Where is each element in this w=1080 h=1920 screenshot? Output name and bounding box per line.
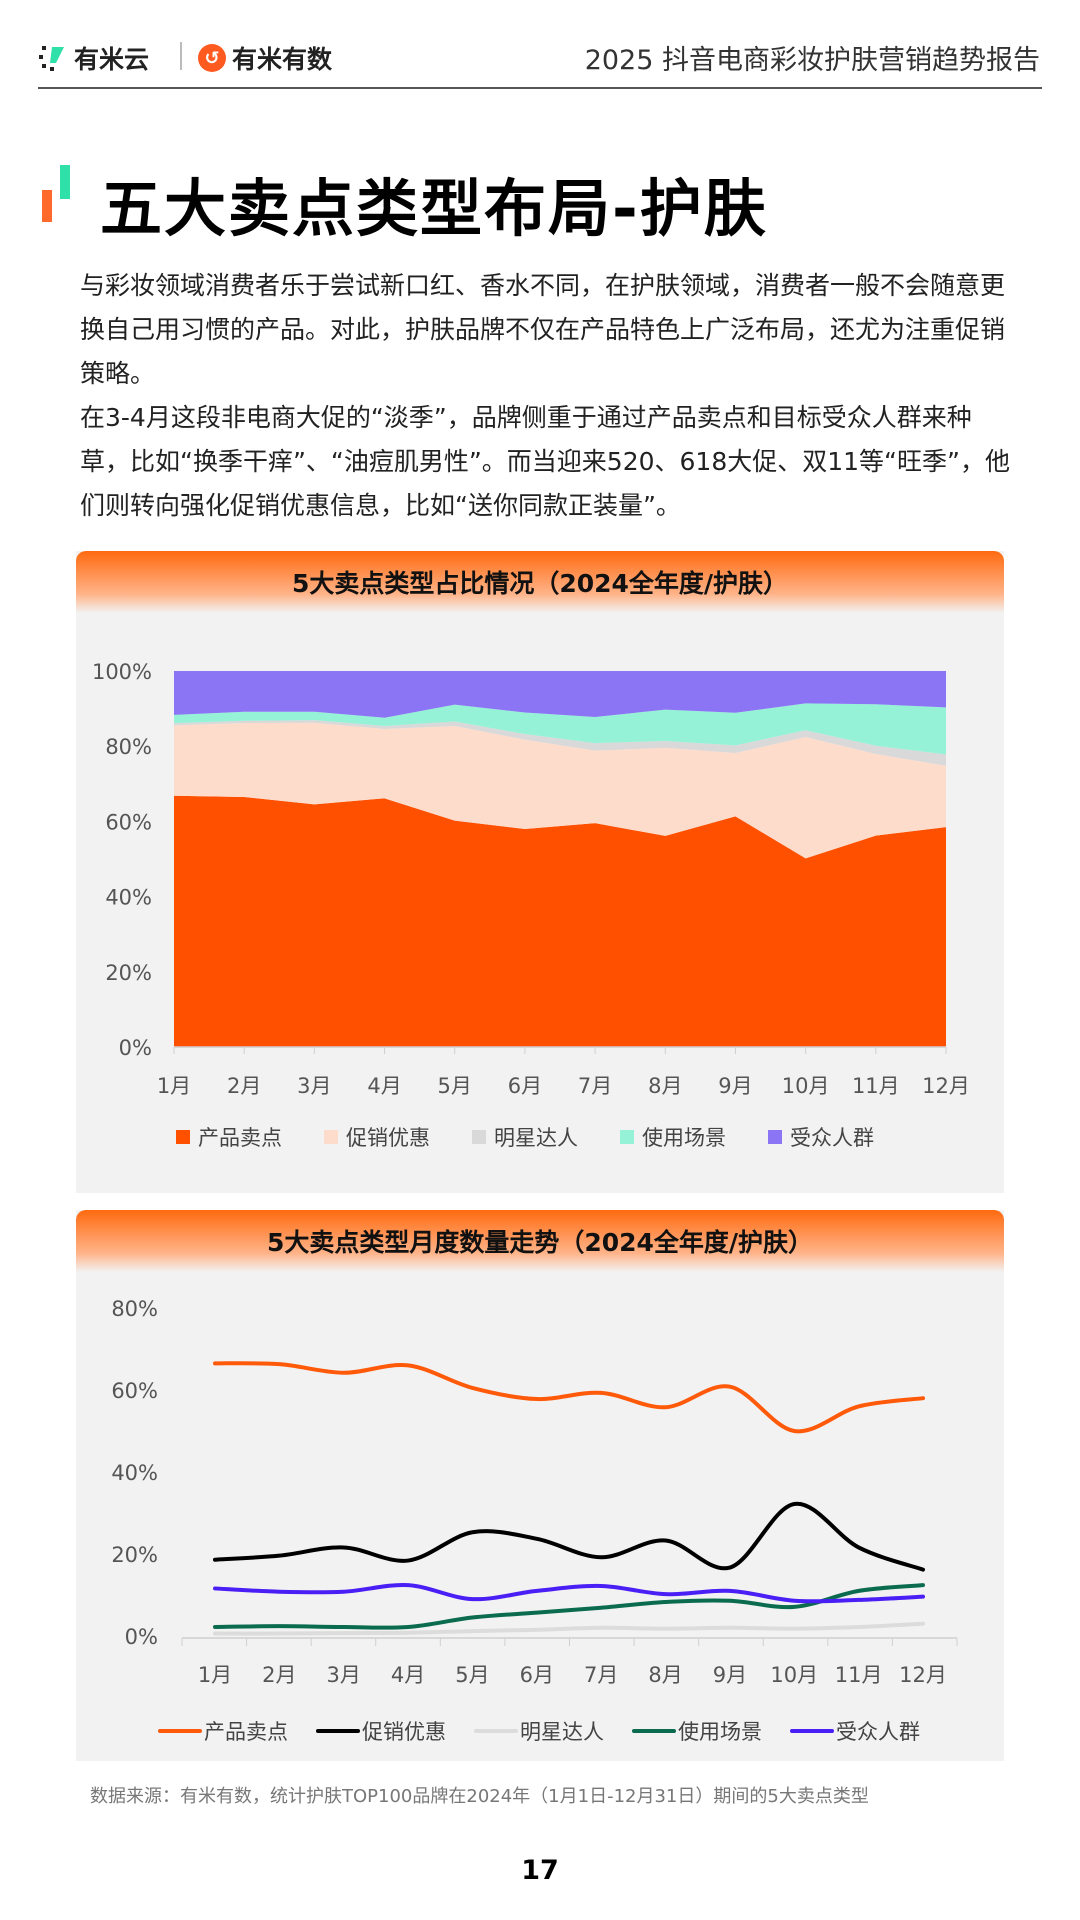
line-chart: 0% 20% 40% 60% 80% 1月 2月 3月 4月 5月 6月 7月 8月 9月 10月 11月 12… <box>111 1297 958 1744</box>
x-tick-label: 7月 <box>578 1074 612 1098</box>
line-series-产品卖点 <box>213 1361 925 1434</box>
logo-left-text: 有米云 <box>74 45 150 74</box>
line-series-促销优惠 <box>213 1501 925 1572</box>
x-tick-label: 3月 <box>297 1074 331 1098</box>
data-source-note: 数据来源：有米有数，统计护肤TOP100品牌在2024年（1月1日-12月31日… <box>90 1786 869 1807</box>
title-accent-orange <box>42 190 52 222</box>
area-chart-title: 5大卖点类型占比情况（2024全年度/护肤） <box>76 551 1004 613</box>
line-chart-card: 5大卖点类型月度数量走势（2024全年度/护肤） 0% 20% 40% 60% 80% 1… <box>76 1210 1004 1761</box>
x-tick-label: 5月 <box>455 1663 489 1687</box>
y-tick-label: 100% <box>92 660 152 684</box>
youmi-data-logo: ↺ 有米有数 <box>198 40 332 76</box>
area-series-促销优惠 <box>174 722 946 859</box>
line-chart-title: 5大卖点类型月度数量走势（2024全年度/护肤） <box>76 1210 1004 1272</box>
youmi-cloud-logo-icon <box>39 46 64 71</box>
page-number: 17 <box>521 1855 559 1886</box>
x-tick-label: 12月 <box>922 1074 970 1098</box>
legend-label: 使用场景 <box>642 1126 726 1150</box>
x-tick-label: 4月 <box>391 1663 425 1687</box>
x-tick-label: 2月 <box>262 1663 296 1687</box>
y-tick-label: 0% <box>119 1036 152 1060</box>
logo-divider <box>180 42 182 70</box>
title-accent-green <box>60 165 70 199</box>
x-tick-label: 4月 <box>367 1074 401 1098</box>
paragraph: 在3-4月这段非电商大促的“淡季”，品牌侧重于通过产品卖点和目标受众人群来种草，… <box>80 403 1010 520</box>
line-series-明星达人 <box>213 1621 925 1636</box>
line-series-受众人群 <box>213 1583 925 1604</box>
y-tick-label: 40% <box>105 886 152 910</box>
y-tick-label: 20% <box>111 1543 158 1567</box>
header-divider <box>38 87 1042 89</box>
x-tick-label: 6月 <box>508 1074 542 1098</box>
body-text: 与彩妆领域消费者乐于尝试新口红、香水不同，在护肤领域，消费者一般不会随意更换自己… <box>80 264 1020 528</box>
x-tick-label: 11月 <box>835 1663 883 1687</box>
y-tick-label: 80% <box>111 1297 158 1321</box>
legend-label: 受众人群 <box>836 1720 920 1744</box>
x-tick-label: 6月 <box>520 1663 554 1687</box>
legend-label: 受众人群 <box>790 1126 874 1150</box>
x-tick-label: 8月 <box>648 1663 682 1687</box>
page-title: 五大卖点类型布局-护肤 <box>100 172 768 245</box>
area-chart-card: 5大卖点类型占比情况（2024全年度/护肤） 0% 20% 40% 60% 80% 100… <box>76 551 1004 1193</box>
x-tick-label: 9月 <box>718 1074 752 1098</box>
area-chart: 0% 20% 40% 60% 80% 100% 1月 2月 3月 4月 5月 6月 7月 8月 9月 10月 1… <box>92 660 970 1150</box>
youmi-cloud-logo: 有米云 <box>38 40 149 76</box>
report-title: 2025 抖音电商彩妆护肤营销趋势报告 <box>584 45 1040 76</box>
legend-label: 明星达人 <box>494 1126 578 1150</box>
area-series-使用场景 <box>174 703 946 755</box>
legend-swatch <box>324 1130 338 1144</box>
y-tick-label: 60% <box>105 810 152 834</box>
paragraph: 与彩妆领域消费者乐于尝试新口红、香水不同，在护肤领域，消费者一般不会随意更换自己… <box>80 271 1006 388</box>
x-tick-label: 8月 <box>648 1074 682 1098</box>
x-tick-label: 10月 <box>770 1663 818 1687</box>
line-series-使用场景 <box>213 1583 925 1630</box>
x-tick-label: 3月 <box>327 1663 361 1687</box>
x-tick-label: 9月 <box>713 1663 747 1687</box>
x-tick-label: 11月 <box>852 1074 900 1098</box>
legend-label: 促销优惠 <box>346 1126 430 1150</box>
legend-swatch <box>472 1130 486 1144</box>
y-tick-label: 20% <box>105 961 152 985</box>
legend-label: 促销优惠 <box>362 1720 446 1744</box>
area-series-产品卖点 <box>174 795 946 1047</box>
x-tick-label: 5月 <box>438 1074 472 1098</box>
area-series-受众人群 <box>174 671 946 718</box>
x-tick-label: 7月 <box>584 1663 618 1687</box>
area-series-明星达人 <box>174 720 946 766</box>
logo-right-text: 有米有数 <box>232 45 333 74</box>
x-tick-label: 2月 <box>227 1074 261 1098</box>
x-tick-label: 1月 <box>157 1074 191 1098</box>
youmi-data-logo-icon: ↺ <box>198 44 226 72</box>
y-tick-label: 60% <box>111 1379 158 1403</box>
x-tick-label: 12月 <box>899 1663 947 1687</box>
legend-label: 产品卖点 <box>204 1720 288 1744</box>
legend-label: 明星达人 <box>520 1720 604 1744</box>
legend-swatch <box>176 1130 190 1144</box>
y-tick-label: 80% <box>105 735 152 759</box>
x-tick-label: 10月 <box>782 1074 830 1098</box>
y-tick-label: 0% <box>125 1625 158 1649</box>
y-tick-label: 40% <box>111 1461 158 1485</box>
legend-label: 使用场景 <box>678 1720 762 1744</box>
x-tick-label: 1月 <box>198 1663 232 1687</box>
legend-swatch <box>620 1130 634 1144</box>
legend-label: 产品卖点 <box>198 1126 282 1150</box>
legend-swatch <box>768 1130 782 1144</box>
